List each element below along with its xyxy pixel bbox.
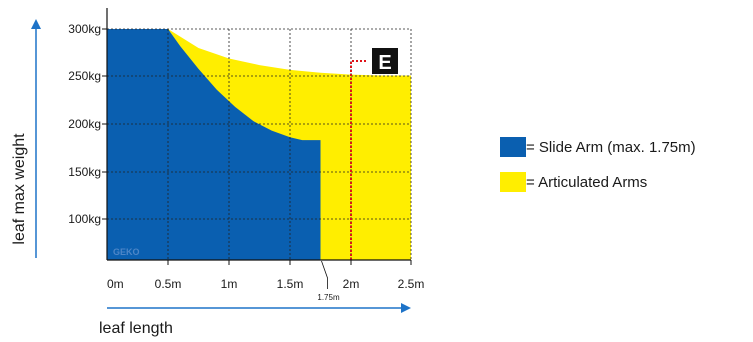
y-tick-label: 200kg <box>68 117 101 131</box>
articulated-arms-swatch <box>500 172 526 192</box>
x-tick-label: 1.5m <box>277 277 304 291</box>
legend-item-slide-arm: = Slide Arm (max. 1.75m) <box>500 137 696 157</box>
x-tick-label: 0.5m <box>155 277 182 291</box>
callout-line <box>321 260 328 289</box>
e-marker-box <box>372 48 398 74</box>
y-tick-label: 150kg <box>68 165 101 179</box>
y-axis-title: leaf max weight <box>11 133 28 245</box>
legend-item-articulated-arms: = Articulated Arms <box>500 172 647 192</box>
x-tick-label: 0m <box>107 277 124 291</box>
x-tick-label: 2m <box>343 277 360 291</box>
y-tick-label: 250kg <box>68 69 101 83</box>
articulated-arms-label: = Articulated Arms <box>526 173 648 191</box>
x-axis-title: leaf length <box>99 320 173 337</box>
y-tick-label: 100kg <box>68 212 101 226</box>
callout-label: 1.75m <box>317 293 340 302</box>
watermark: GEKO <box>113 247 140 257</box>
slide-arm-label: = Slide Arm (max. 1.75m) <box>526 138 696 156</box>
y-tick-label: 300kg <box>68 22 101 36</box>
x-tick-label: 1m <box>221 277 238 291</box>
slide-arm-area <box>107 29 321 260</box>
e-marker-label: E <box>378 52 391 74</box>
slide-arm-swatch <box>500 137 526 157</box>
x-tick-label: 2.5m <box>398 277 425 291</box>
